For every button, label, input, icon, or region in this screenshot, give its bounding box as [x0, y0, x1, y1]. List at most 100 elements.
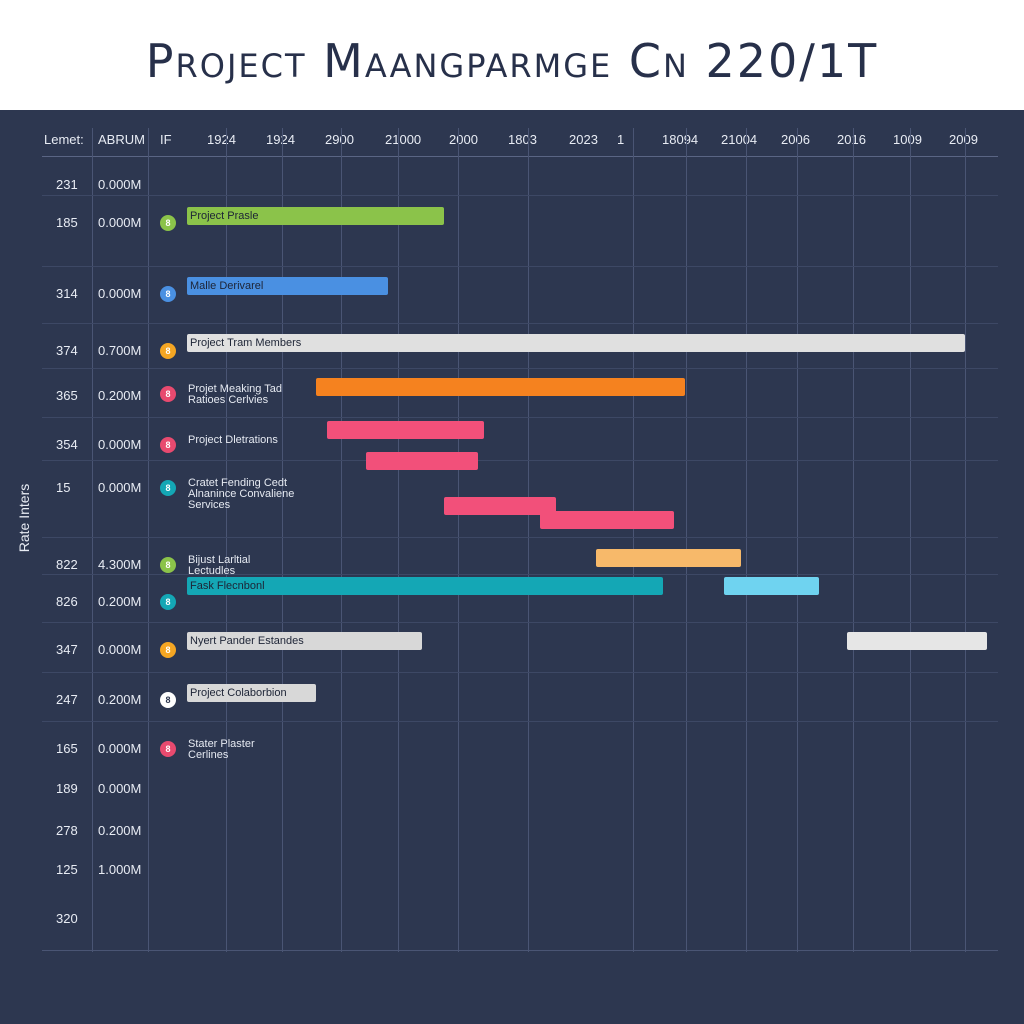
gantt-bar[interactable]: [444, 497, 557, 515]
row-id: 320: [56, 911, 78, 926]
grid-column-line: [746, 128, 747, 952]
row-separator: [42, 417, 998, 418]
grid-column-line: [965, 128, 966, 952]
row-value: 0.200M: [98, 594, 142, 609]
gantt-bar-label: Project Prasle: [190, 210, 259, 222]
timeline-tick-label: 2016: [837, 132, 866, 147]
task-label: Bijust Larltial Lectudles: [188, 554, 251, 577]
task-label: Cratet Fending Cedt Alnanince Convaliene…: [188, 477, 295, 511]
gantt-bar[interactable]: [187, 334, 965, 352]
row-value: 0.700M: [98, 343, 142, 358]
row-id: 374: [56, 343, 78, 358]
grid-column-line: [910, 128, 911, 952]
row-value: 0.200M: [98, 823, 142, 838]
timeline-tick-label: 21004: [721, 132, 758, 147]
gantt-bar[interactable]: [724, 577, 820, 595]
row-id: 247: [56, 692, 78, 707]
gantt-chart: Lemet: ABRUM IF Rate Inters 1924 1924 2900…: [0, 110, 1024, 1024]
gantt-bar[interactable]: [326, 421, 484, 439]
timeline-tick-label: 18094: [662, 132, 699, 147]
row-separator: [42, 537, 998, 538]
row-separator: [42, 368, 998, 369]
row-value: 4.300M: [98, 557, 142, 572]
task-status-icon: 8: [160, 642, 176, 658]
title-bar: Project Maangparmge Cn 220/1T: [0, 0, 1024, 110]
task-status-icon: 8: [160, 480, 176, 496]
row-value: 0.000M: [98, 177, 142, 192]
gantt-bar-label: Nyert Pander Estandes: [190, 635, 304, 647]
row-value: 0.000M: [98, 480, 142, 495]
task-label: Stater Plaster Cerlines: [188, 738, 255, 761]
row-separator: [42, 323, 998, 324]
row-id: 231: [56, 177, 78, 192]
row-value: 0.000M: [98, 437, 142, 452]
gantt-bar[interactable]: [847, 632, 988, 650]
grid-column-line: [92, 128, 93, 952]
row-value: 0.000M: [98, 215, 142, 230]
gantt-bar[interactable]: [595, 549, 742, 567]
row-id: 165: [56, 741, 78, 756]
task-label: Project Dletrations: [188, 434, 278, 446]
row-value: 0.200M: [98, 388, 142, 403]
row-separator: [42, 574, 998, 575]
task-status-icon: 8: [160, 437, 176, 453]
gantt-bar-label: Project Tram Members: [190, 337, 302, 349]
gantt-bar[interactable]: [187, 632, 423, 650]
y-axis-label: Rate Inters: [16, 483, 33, 553]
row-id: 354: [56, 437, 78, 452]
timeline-tick-label: 1924: [207, 132, 236, 147]
row-id: 278: [56, 823, 78, 838]
timeline-tick-label: 2900: [325, 132, 354, 147]
task-status-icon: 8: [160, 215, 176, 231]
row-value: 1.000M: [98, 862, 142, 877]
timeline-tick-label: 1803: [508, 132, 537, 147]
timeline-tick-label: 1009: [893, 132, 922, 147]
gantt-bar[interactable]: [187, 684, 316, 702]
page-title: Project Maangparmge Cn 220/1T: [145, 34, 879, 88]
row-id: 15: [56, 480, 71, 495]
task-status-icon: 8: [160, 692, 176, 708]
grid-column-line: [282, 128, 283, 952]
gantt-bar-label: Fask Flecnbonl: [190, 580, 265, 592]
timeline-tick-label: 2009: [949, 132, 978, 147]
timeline-tick-label: 1: [617, 132, 625, 147]
grid-column-line: [341, 128, 342, 952]
timeline-tick-label: 2006: [781, 132, 810, 147]
row-value: 0.000M: [98, 286, 142, 301]
gantt-bar[interactable]: [187, 207, 445, 225]
grid-column-line: [148, 128, 149, 952]
row-id: 347: [56, 642, 78, 657]
header-divider: [42, 156, 998, 157]
row-value: 0.000M: [98, 781, 142, 796]
row-id: 822: [56, 557, 78, 572]
timeline-tick-label: 2023: [569, 132, 598, 147]
gantt-bar[interactable]: [315, 378, 686, 396]
row-separator: [42, 622, 998, 623]
gantt-bar[interactable]: [539, 511, 674, 529]
grid-column-line: [398, 128, 399, 952]
grid-column-line: [226, 128, 227, 952]
row-separator: [42, 195, 998, 196]
row-id: 185: [56, 215, 78, 230]
column-header-abrum: ABRUM: [98, 132, 145, 147]
timeline-tick-label: 2000: [449, 132, 478, 147]
row-value: 0.000M: [98, 642, 142, 657]
row-value: 0.200M: [98, 692, 142, 707]
grid-column-line: [633, 128, 634, 952]
column-header-if: IF: [160, 132, 172, 147]
grid-column-line: [528, 128, 529, 952]
grid-column-line: [458, 128, 459, 952]
row-value: 0.000M: [98, 741, 142, 756]
grid-column-line: [686, 128, 687, 952]
row-separator: [42, 672, 998, 673]
task-label: Projet Meaking Tad Ratioes Cerlvies: [188, 383, 282, 406]
task-status-icon: 8: [160, 594, 176, 610]
row-separator: [42, 266, 998, 267]
row-id: 189: [56, 781, 78, 796]
task-status-icon: 8: [160, 343, 176, 359]
gantt-bar[interactable]: [187, 277, 389, 295]
gantt-bar[interactable]: [366, 452, 479, 470]
grid-column-line: [797, 128, 798, 952]
gantt-bar[interactable]: [187, 577, 663, 595]
task-status-icon: 8: [160, 386, 176, 402]
